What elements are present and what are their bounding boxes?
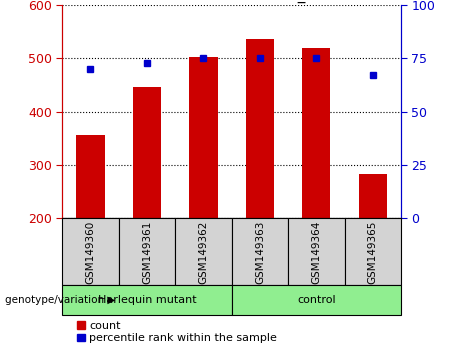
Bar <box>231 218 288 285</box>
Bar <box>302 48 331 218</box>
Text: GSM149364: GSM149364 <box>311 221 321 285</box>
Bar <box>359 174 387 218</box>
Legend: count, percentile rank within the sample: count, percentile rank within the sample <box>77 321 277 343</box>
Text: GSM149363: GSM149363 <box>255 221 265 285</box>
Bar <box>231 285 401 315</box>
Bar <box>288 218 344 285</box>
Bar <box>246 39 274 218</box>
Bar <box>118 218 175 285</box>
Bar <box>62 218 118 285</box>
Text: control: control <box>297 295 336 305</box>
Text: Harlequin mutant: Harlequin mutant <box>98 295 196 305</box>
Title: GDS3365 / 1447967_at: GDS3365 / 1447967_at <box>143 0 320 2</box>
Text: genotype/variation ▶: genotype/variation ▶ <box>5 295 115 305</box>
Text: GSM149360: GSM149360 <box>85 221 95 284</box>
Bar <box>344 218 401 285</box>
Bar <box>62 285 231 315</box>
Bar <box>77 135 105 218</box>
Bar <box>175 218 231 285</box>
Text: GSM149361: GSM149361 <box>142 221 152 285</box>
Text: GSM149365: GSM149365 <box>368 221 378 285</box>
Bar <box>189 57 218 218</box>
Bar <box>133 86 161 218</box>
Text: GSM149362: GSM149362 <box>198 221 208 285</box>
